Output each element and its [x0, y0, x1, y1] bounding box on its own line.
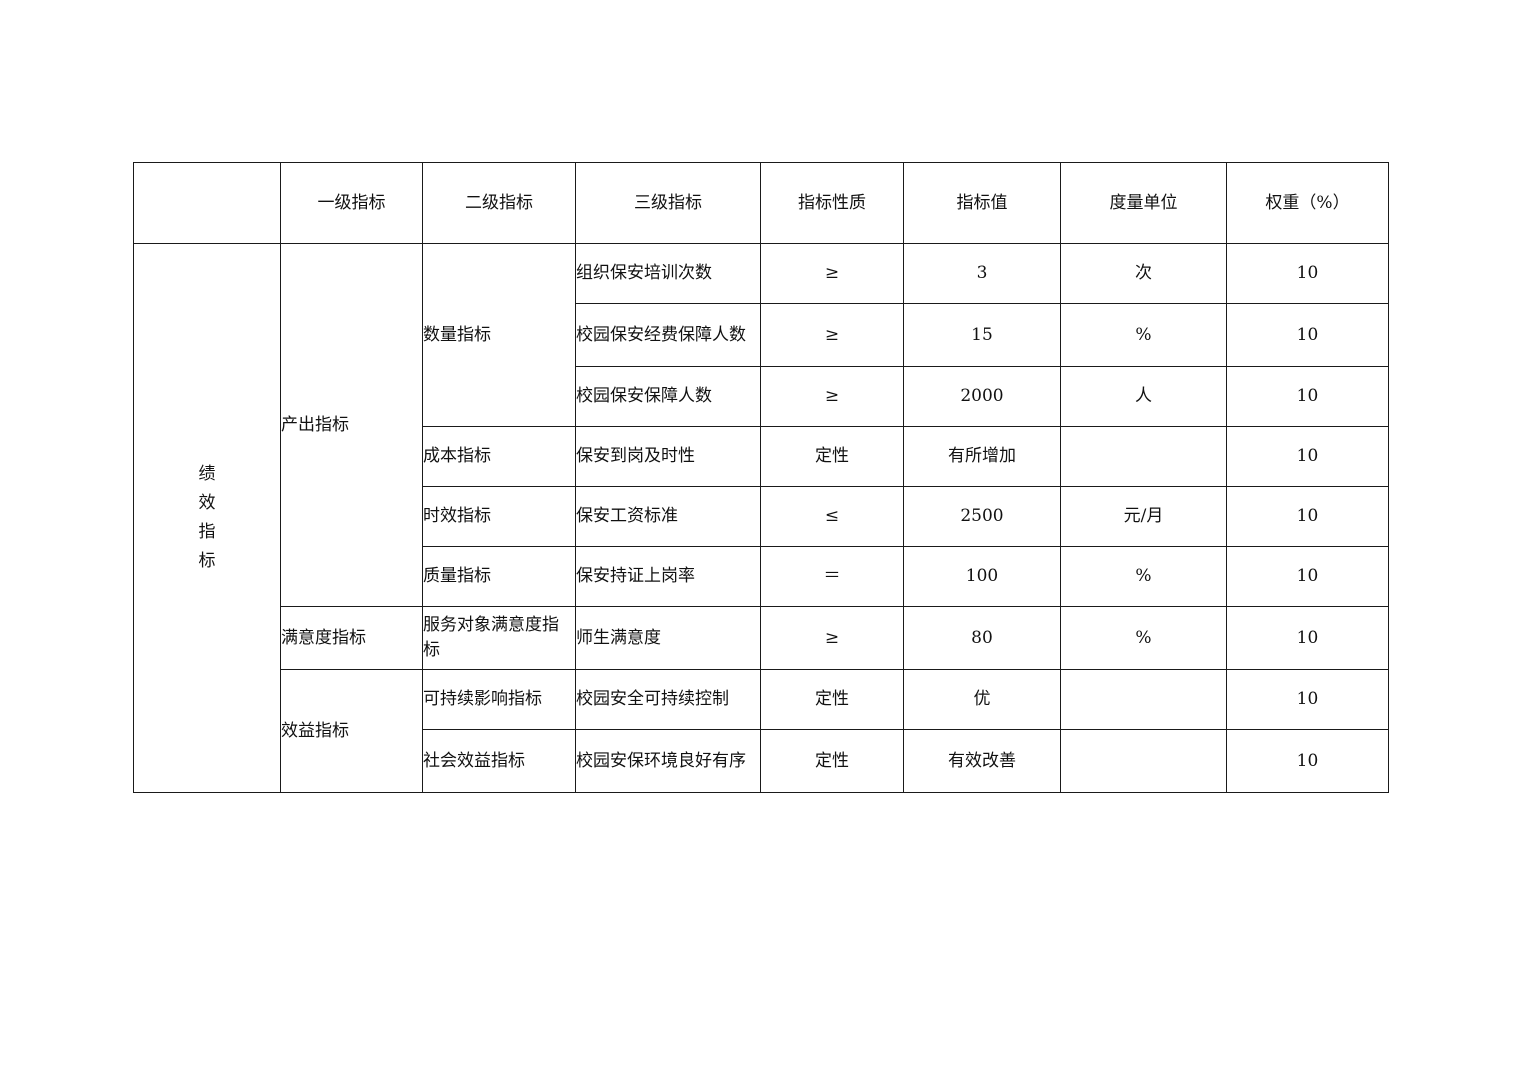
- level3-cell: 校园保安经费保障人数: [575, 303, 761, 367]
- weight-cell: 10: [1226, 669, 1389, 730]
- nature-cell: 定性: [760, 426, 904, 487]
- level1-cell-benefit: 效益指标: [280, 669, 423, 793]
- weight-cell: 10: [1226, 426, 1389, 487]
- vertical-char: 绩: [198, 463, 216, 484]
- table-row: 绩 效 指 标 产出指标 数量指标 组织保安培训次数 ≥ 3 次 10: [133, 243, 1389, 793]
- table-row: 满意度指标 服务对象满意度指标 师生满意度 ≥ 80 % 10: [134, 606, 1389, 670]
- unit-cell: [1060, 426, 1227, 487]
- value-cell: 优: [903, 669, 1061, 730]
- header-cell-level1: 一级指标: [280, 162, 423, 244]
- table-header-row: 一级指标 二级指标 三级指标 指标性质 指标值 度量单位 权重（%）: [133, 162, 1389, 244]
- unit-cell: [1060, 729, 1227, 793]
- unit-cell: %: [1060, 303, 1227, 367]
- level2-cell-service-satisfaction: 服务对象满意度指标: [422, 606, 576, 670]
- header-cell-corner: [133, 162, 281, 244]
- level2-cell-sustainable-impact: 可持续影响指标: [422, 669, 576, 730]
- value-cell: 15: [903, 303, 1061, 367]
- vertical-char: 指: [198, 522, 216, 542]
- header-cell-value: 指标值: [903, 162, 1061, 244]
- table-row: 成本指标 保安到岗及时性 定性 有所增加 10: [134, 426, 1389, 487]
- nature-cell: ＝: [760, 546, 904, 607]
- table-row: 校园保安保障人数 ≥ 2000 人 10: [134, 366, 1389, 427]
- value-cell: 3: [903, 243, 1061, 304]
- nature-cell: ≥: [760, 243, 904, 304]
- unit-cell: [1060, 669, 1227, 730]
- level3-cell: 校园安全可持续控制: [575, 669, 761, 730]
- header-cell-weight: 权重（%）: [1226, 162, 1389, 244]
- vertical-char: 效: [198, 492, 216, 513]
- weight-cell: 10: [1226, 243, 1389, 304]
- header-cell-level3: 三级指标: [575, 162, 761, 244]
- level3-cell: 保安工资标准: [575, 486, 761, 547]
- unit-cell: 次: [1060, 243, 1227, 304]
- level2-cell-social-benefit: 社会效益指标: [422, 729, 576, 793]
- weight-cell: 10: [1226, 729, 1389, 793]
- table-row: 质量指标 保安持证上岗率 ＝ 100 % 10: [134, 546, 1389, 607]
- weight-cell: 10: [1226, 606, 1389, 670]
- level3-cell: 师生满意度: [575, 606, 761, 670]
- unit-cell: %: [1060, 546, 1227, 607]
- vertical-text-stack: 绩 效 指 标: [134, 460, 280, 577]
- unit-cell: 元/月: [1060, 486, 1227, 547]
- level1-cell-satisfaction: 满意度指标: [280, 606, 423, 670]
- row-group-label-performance: 绩 效 指 标: [133, 243, 281, 793]
- level2-cell-quantity: 数量指标: [422, 243, 576, 427]
- value-cell: 有效改善: [903, 729, 1061, 793]
- level2-cell-quality: 质量指标: [422, 546, 576, 607]
- level3-cell: 组织保安培训次数: [575, 243, 761, 304]
- value-cell: 2000: [903, 366, 1061, 427]
- value-cell: 有所增加: [903, 426, 1061, 487]
- level3-cell: 校园安保环境良好有序: [575, 729, 761, 793]
- header-cell-nature: 指标性质: [760, 162, 904, 244]
- table-body: 一级指标 二级指标 三级指标 指标性质 指标值 度量单位 权重（%） 绩 效 指…: [133, 162, 1389, 793]
- unit-cell: 人: [1060, 366, 1227, 427]
- level2-cell-timeliness: 时效指标: [422, 486, 576, 547]
- weight-cell: 10: [1226, 486, 1389, 547]
- performance-indicator-table: 一级指标 二级指标 三级指标 指标性质 指标值 度量单位 权重（%） 绩 效 指…: [133, 162, 1389, 793]
- nature-cell: ≤: [760, 486, 904, 547]
- nature-cell: 定性: [760, 729, 904, 793]
- value-cell: 80: [903, 606, 1061, 670]
- weight-cell: 10: [1226, 546, 1389, 607]
- table-row: 效益指标 可持续影响指标 校园安全可持续控制 定性 优 10: [134, 669, 1389, 793]
- weight-cell: 10: [1226, 366, 1389, 427]
- weight-cell: 10: [1226, 303, 1389, 367]
- value-cell: 100: [903, 546, 1061, 607]
- level3-cell: 保安到岗及时性: [575, 426, 761, 487]
- table-row: 社会效益指标 校园安保环境良好有序 定性 有效改善 10: [134, 729, 1389, 793]
- header-cell-unit: 度量单位: [1060, 162, 1227, 244]
- unit-cell: %: [1060, 606, 1227, 670]
- header-cell-level2: 二级指标: [422, 162, 576, 244]
- nature-cell: ≥: [760, 606, 904, 670]
- vertical-char: 标: [198, 551, 216, 572]
- level3-cell: 保安持证上岗率: [575, 546, 761, 607]
- level2-cell-cost: 成本指标: [422, 426, 576, 487]
- level1-cell-output: 产出指标: [280, 243, 423, 607]
- nature-cell: ≥: [760, 303, 904, 367]
- nature-cell: 定性: [760, 669, 904, 730]
- table-row: 校园保安经费保障人数 ≥ 15 % 10: [134, 303, 1389, 367]
- nature-cell: ≥: [760, 366, 904, 427]
- level3-cell: 校园保安保障人数: [575, 366, 761, 427]
- value-cell: 2500: [903, 486, 1061, 547]
